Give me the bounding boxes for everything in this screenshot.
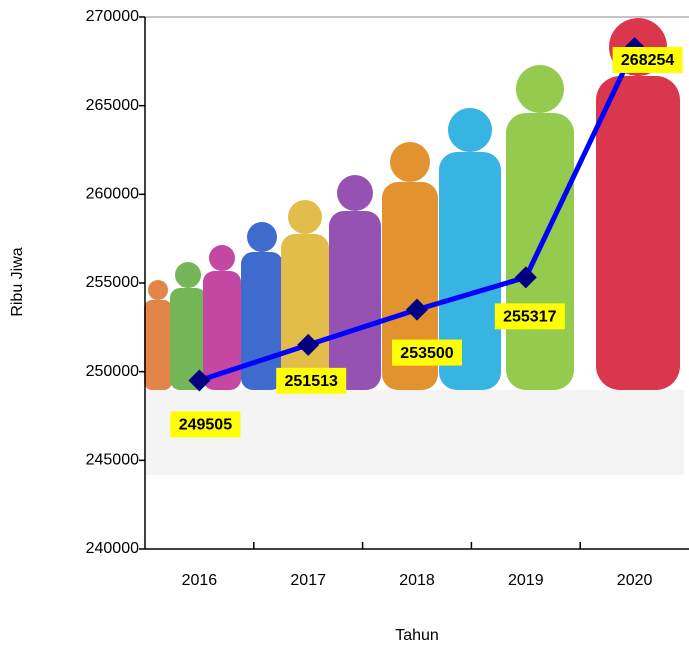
value-label-bg [612,46,683,73]
x-tick-label: 2016 [182,572,218,589]
y-tick-label: 270000 [86,8,139,25]
value-label-bg [276,367,347,394]
value-label: 253500 [400,345,453,362]
marker [514,266,537,289]
value-label-bg [392,339,462,366]
marker [297,333,320,356]
x-tick-label: 2019 [508,572,544,589]
marker [188,369,211,392]
x-tick-label: 2020 [617,572,653,589]
marker [406,298,428,321]
y-axis-title: Ribu Jiwa [9,247,26,316]
value-label-bg [494,303,565,330]
background-figures [144,18,684,475]
value-label: 249505 [179,417,232,434]
y-tick-label: 245000 [86,452,139,469]
y-tick-label: 255000 [86,274,139,291]
value-label: 268254 [621,52,674,69]
value-label: 255317 [503,309,556,326]
value-label: 251513 [285,373,338,390]
x-tick-label: 2018 [399,572,435,589]
y-tick-label: 250000 [86,363,139,380]
x-axis-title: Tahun [395,627,439,644]
y-tick-label: 265000 [86,97,139,114]
y-tick-label: 260000 [86,186,139,203]
value-label-bg [170,411,241,438]
x-tick-label: 2017 [290,572,326,589]
y-tick-label: 240000 [86,540,139,557]
